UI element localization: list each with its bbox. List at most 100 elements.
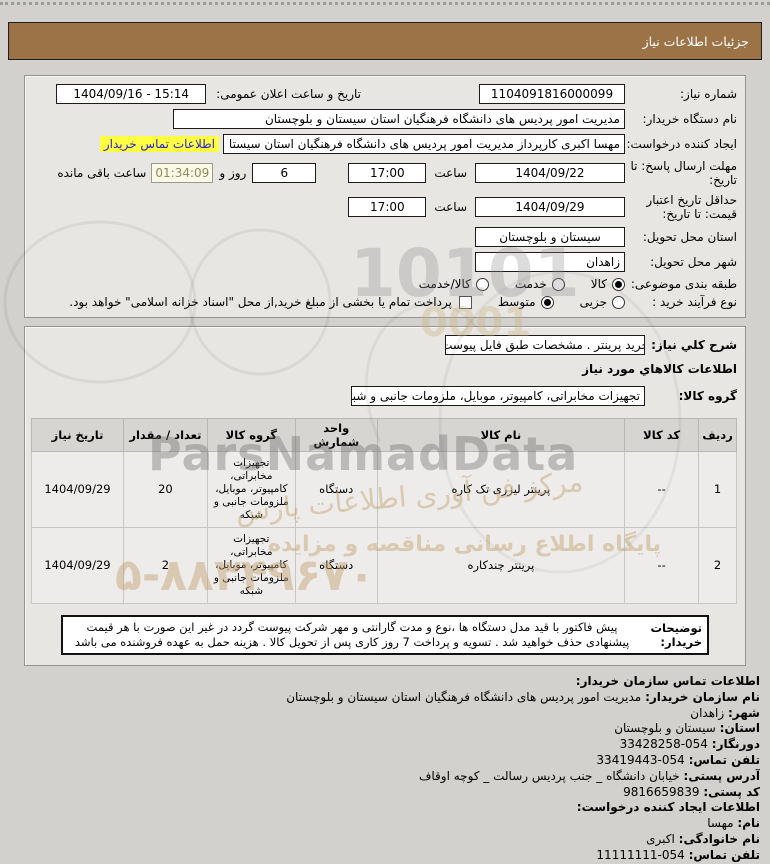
radio-unselected-icon[interactable]	[551, 277, 565, 291]
table-row: 1 -- پرینتر لیزری تک کاره دستگاه تجهیزات…	[31, 451, 737, 528]
subject-category-row: طبقه بندی موضوعی: کالا خدمت کالا/خدمت	[33, 277, 737, 291]
buyer-org-label: نام دستگاه خریدار:	[642, 112, 738, 126]
treasury-payment-note: پرداخت تمام یا بخشی از مبلغ خرید,از محل …	[69, 295, 452, 309]
item-group-row: گروه کالا: تجهیزات مخابراتی، کامپیوتر، م…	[33, 386, 737, 406]
radio-unselected-icon[interactable]	[475, 277, 489, 291]
page-title: جزئیات اطلاعات نیاز	[642, 33, 749, 49]
radio-unselected-icon[interactable]	[612, 295, 625, 309]
items-table-header-row: ردیف کد کالا نام کالا واحد شمارش گروه کالا تع…	[31, 418, 737, 452]
purchase-process-group: جزیی متوسط	[472, 295, 625, 309]
days-remaining-label: روز و	[219, 166, 247, 180]
contact-line-label: کد پستی:	[703, 784, 760, 799]
cell-row-number: 1	[698, 451, 737, 528]
validity-time-field[interactable]: 17:00	[348, 197, 427, 217]
contact-line-label: تلفن تماس:	[688, 847, 760, 862]
contact-line-label: نام خانوادگی:	[678, 831, 760, 846]
cell-row-number: 2	[698, 527, 737, 604]
contact-line-value: 33428258-054	[619, 737, 708, 752]
buyer-org-field[interactable]: مدیریت امور پردیس های دانشگاه فرهنگیان ا…	[173, 109, 625, 129]
response-deadline-row: مهلت ارسال پاسخ: تا تاریخ: 1404/09/22 سا…	[33, 159, 737, 187]
cell-unit: دستگاه	[294, 451, 378, 528]
deadline-date-field[interactable]: 1404/09/22	[475, 163, 625, 183]
table-row: 2 -- پرینتر چندکاره دستگاه تجهیزات مخابر…	[31, 527, 737, 604]
delivery-city-label: شهر محل تحویل:	[650, 255, 737, 269]
radio-option-label: خدمت	[514, 277, 547, 291]
purchase-process-label: نوع فرآیند خرید :	[652, 295, 737, 309]
radio-option[interactable]: کالا/خدمت	[419, 277, 489, 291]
delivery-city-row: شهر محل تحویل: زاهدان	[33, 252, 737, 272]
deadline-time-field[interactable]: 17:00	[348, 163, 427, 183]
validity-date-field[interactable]: 1404/09/29	[475, 197, 625, 217]
need-number-label: شماره نیاز:	[680, 87, 737, 101]
treasury-payment-checkbox[interactable]	[458, 295, 472, 309]
request-creator-field[interactable]: مهسا اکبری کارپرداز مدیریت امور پردیس ها…	[223, 134, 625, 154]
contact-line: دورنگار: 33428258-054	[10, 737, 760, 753]
contact-line: استان: سیستان و بلوچستان	[10, 721, 760, 737]
request-info-panel: شماره نیاز: 1104091816000099 تاریخ و ساع…	[24, 75, 746, 318]
cell-quantity: 20	[123, 451, 208, 528]
item-group-field[interactable]: تجهیزات مخابراتی، کامپیوتر، موبایل، ملزو…	[351, 386, 645, 406]
contact-line-label: نام سازمان خریدار:	[645, 689, 760, 704]
deadline-hour-label: ساعت	[434, 166, 467, 180]
contact-line-value: مهسا	[707, 816, 734, 831]
contact-line-value: مدیریت امور پردیس های دانشگاه فرهنگیان ا…	[286, 689, 642, 704]
announce-datetime-label: تاریخ و ساعت اعلان عمومی:	[216, 87, 361, 101]
announce-datetime-field[interactable]: 1404/09/16 - 15:14	[56, 84, 207, 104]
items-section-heading: اطلاعات کالاهاي مورد نیاز	[582, 362, 737, 376]
delivery-province-label: استان محل تحویل:	[642, 230, 737, 244]
item-group-label: گروه کالا:	[678, 389, 737, 403]
cell-need-date: 1404/09/29	[31, 451, 124, 528]
column-header: گروه کالا	[206, 418, 296, 452]
radio-option[interactable]: جزیی	[580, 295, 625, 309]
cell-quantity: 2	[123, 527, 208, 604]
column-header: تاریخ نیاز	[31, 418, 124, 452]
radio-option[interactable]: متوسط	[498, 295, 554, 309]
countdown-timer: 01:34:09	[151, 163, 214, 183]
buyer-remarks-text: پیش فاکتور با قید مدل دستگاه ها ،نوع و م…	[74, 620, 630, 649]
contact-line-value: اکبری	[646, 831, 675, 846]
need-number-row: شماره نیاز: 1104091816000099 تاریخ و ساع…	[33, 84, 737, 104]
contact-section: اطلاعات تماس سازمان خریدار: نام سازمان خ…	[0, 666, 770, 864]
contact-line-label: آدرس پستی:	[683, 768, 760, 783]
contact-section-heading: اطلاعات تماس سازمان خریدار:	[575, 674, 760, 688]
contact-line-value: 11111111-054	[596, 847, 685, 862]
column-header: کد کالا	[624, 418, 700, 452]
contact-line: آدرس پستی: خیابان دانشگاه _ جنب پردیس رس…	[10, 769, 760, 785]
need-number-field[interactable]: 1104091816000099	[479, 84, 625, 104]
contact-line: شهر: زاهدان	[10, 706, 760, 722]
contact-line: نام: مهسا	[10, 816, 760, 832]
contact-line-label: دورنگار:	[711, 737, 760, 752]
radio-option-label: کالا	[590, 277, 607, 291]
radio-option[interactable]: کالا	[591, 277, 625, 291]
contact-line-value: 9816659839	[623, 784, 700, 799]
contact-line-label: نام:	[737, 816, 760, 831]
buyer-contact-link[interactable]: اطلاعات تماس خریدار	[99, 136, 219, 152]
delivery-city-field[interactable]: زاهدان	[475, 252, 625, 272]
cell-item-name: پرینتر لیزری تک کاره	[376, 451, 626, 528]
column-header: نام کالا	[376, 418, 626, 452]
radio-selected-icon[interactable]	[612, 277, 625, 291]
contact-line-label: تلفن تماس:	[688, 752, 760, 767]
radio-selected-icon[interactable]	[540, 295, 554, 309]
hours-remaining-label: ساعت باقی مانده	[57, 166, 147, 180]
contact-line: نام سازمان خریدار: مدیریت امور پردیس های…	[10, 690, 760, 706]
need-description-field[interactable]: خرید پرینتر . مشخصات طبق فایل پیوست	[445, 335, 645, 355]
price-validity-row: حداقل تاریخ اعتبار قیمت: تا تاریخ: 1404/…	[33, 193, 737, 221]
cell-item-group: تجهیزات مخابراتی، کامپیوتر، موبایل، ملزو…	[206, 527, 296, 604]
radio-option-label: کالا/خدمت	[418, 277, 471, 291]
buyer-remarks-box: توضیحات خریدار: پیش فاکتور با قید مدل دس…	[61, 615, 709, 655]
top-dotted-divider	[0, 2, 770, 5]
column-header: ردیف	[698, 418, 737, 452]
need-description-label: شرح کلي نیاز:	[651, 338, 737, 352]
contact-line-value: 33419443-054	[596, 752, 685, 767]
cell-item-name: پرینتر چندکاره	[376, 527, 626, 604]
request-creator-row: ایجاد کننده درخواست: مهسا اکبری کارپرداز…	[33, 134, 737, 154]
buyer-remarks-label: توضیحات خریدار:	[650, 621, 703, 649]
radio-option[interactable]: خدمت	[515, 277, 565, 291]
radio-option-label: جزیی	[579, 295, 607, 309]
contact-line: کد پستی: 9816659839	[10, 785, 760, 801]
cell-item-code: --	[624, 451, 700, 528]
delivery-province-field[interactable]: سیستان و بلوچستان	[475, 227, 625, 247]
need-description-row: شرح کلي نیاز: خرید پرینتر . مشخصات طبق ف…	[33, 335, 737, 355]
